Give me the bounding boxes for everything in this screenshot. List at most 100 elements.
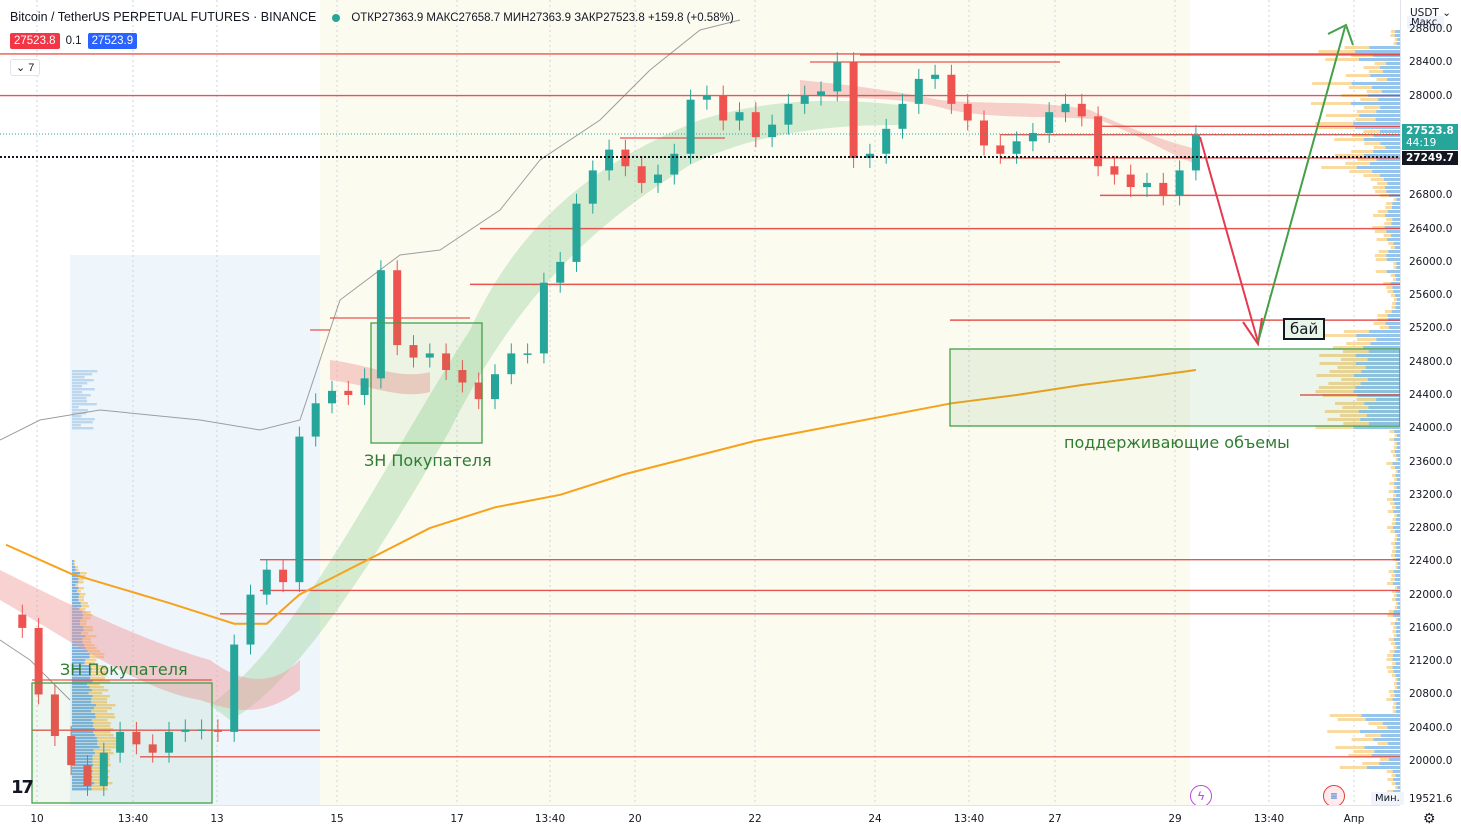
support-volumes-box[interactable]: [949, 348, 1401, 427]
volume-bar: [1373, 134, 1400, 137]
volume-bar: [1372, 186, 1385, 189]
volume-bar: [1396, 514, 1400, 517]
session-volume-bar: [80, 572, 87, 575]
candle-body: [735, 112, 744, 121]
price-tick: 24400.0: [1409, 389, 1453, 401]
market-status-icon: [331, 13, 340, 22]
candle-body: [914, 78, 923, 104]
volume-bar: [1392, 666, 1400, 669]
volume-bar: [1396, 278, 1400, 281]
price-axis[interactable]: Макс. 28800.028400.028000.027600.027200.…: [1371, 0, 1461, 805]
candle-body: [34, 627, 43, 695]
volume-bar: [1392, 770, 1400, 773]
session-volume-bar: [72, 680, 93, 683]
price-tick: 25200.0: [1409, 322, 1453, 335]
volume-bar: [1391, 234, 1400, 237]
volume-bar: [1312, 82, 1352, 85]
session-volume-bar: [72, 370, 98, 373]
candle-body: [1094, 116, 1103, 167]
tradingview-logo[interactable]: 17: [11, 777, 34, 798]
green-ribbon: [210, 100, 900, 720]
volume-bar: [1396, 538, 1400, 541]
volume-bar: [1348, 86, 1372, 89]
forecast-down-arrow[interactable]: [1199, 136, 1259, 343]
volume-bar: [1377, 182, 1388, 185]
volume-bar: [1375, 118, 1400, 121]
buyer-zone-1-box[interactable]: [31, 682, 213, 804]
volume-bar: [1378, 98, 1400, 101]
candle-body: [393, 270, 402, 346]
time-tick: 13:40: [534, 813, 566, 825]
last-price-tag: 27523.8 44:19: [1402, 124, 1458, 150]
volume-bar: [1379, 66, 1400, 69]
session-volume-bar: [84, 662, 95, 665]
candle-body: [491, 374, 499, 400]
volume-bar: [1356, 334, 1400, 337]
volume-bar: [1393, 570, 1400, 573]
time-axis[interactable]: 10 13:40 13 15 17 13:40 20 22 24 13:40 27 29 13:40 Ап…: [0, 805, 1400, 834]
forecast-up-arrow[interactable]: [1257, 26, 1346, 343]
buy-button[interactable]: 27523.9: [87, 33, 138, 49]
volume-bar: [1394, 514, 1397, 517]
volume-bar: [1360, 98, 1379, 101]
volume-bar: [1351, 102, 1400, 105]
session-volume-bar: [72, 641, 83, 644]
volume-bar: [1388, 250, 1400, 253]
indicators-toggle[interactable]: ⌄ 7: [10, 59, 41, 76]
volume-bar: [1360, 418, 1400, 421]
volume-bar: [1393, 610, 1400, 613]
time-tick: 27: [1048, 813, 1062, 825]
buy-label[interactable]: бай: [1283, 318, 1326, 340]
chart-canvas[interactable]: Bitcoin / TetherUS PERPETUAL FUTURES · B…: [0, 0, 1401, 807]
session-volume-bar: [72, 758, 93, 761]
volume-bar: [1379, 326, 1389, 329]
session-volume-bar: [72, 427, 94, 430]
volume-bar: [1393, 262, 1397, 265]
session-volume-bar: [72, 746, 100, 749]
lightning-icon[interactable]: ϟ: [1190, 785, 1212, 807]
session-volume-bar: [87, 683, 100, 686]
volume-bar: [1387, 726, 1400, 729]
session-volume-bar: [79, 623, 87, 626]
volume-bar: [1395, 574, 1400, 577]
volume-bar: [1396, 626, 1400, 629]
price-tick: 23200.0: [1409, 488, 1453, 501]
volume-bar: [1376, 238, 1388, 241]
candle-body: [963, 103, 972, 121]
currency-dropdown[interactable]: USDT ⌄: [1410, 7, 1451, 19]
price-chart[interactable]: [0, 0, 1401, 805]
session-volume-bar: [72, 701, 92, 704]
candle-body: [849, 62, 858, 158]
candle-body: [588, 170, 597, 204]
candle-body: [980, 120, 988, 146]
us-flag-icon[interactable]: ≡: [1323, 785, 1345, 807]
volume-bar: [1357, 158, 1377, 161]
volume-bar: [1393, 682, 1397, 685]
volume-bar: [1396, 446, 1400, 449]
buyer-zone-2-box[interactable]: [370, 322, 483, 444]
session-volume-bar: [72, 740, 98, 743]
volume-bar: [1315, 390, 1354, 393]
volume-bar: [1395, 706, 1400, 709]
candle-body: [376, 270, 385, 379]
volume-bar: [1393, 778, 1400, 781]
volume-bar: [1387, 290, 1394, 293]
candle-body: [996, 145, 1005, 154]
candle-body: [18, 614, 27, 628]
session-volume-bar: [82, 611, 91, 614]
volume-bar: [1364, 142, 1381, 145]
volume-bar: [1379, 762, 1400, 765]
symbol-legend[interactable]: Bitcoin / TetherUS PERPETUAL FUTURES · B…: [10, 10, 734, 24]
sell-button[interactable]: 27523.8: [10, 33, 60, 49]
candle-body: [311, 403, 320, 437]
session-volume-bar: [91, 779, 108, 782]
volume-bar: [1395, 642, 1400, 645]
volume-bar: [1391, 222, 1400, 225]
volume-bar: [1320, 334, 1357, 337]
volume-bar: [1394, 430, 1400, 433]
volume-bar: [1394, 538, 1397, 541]
volume-bar: [1325, 114, 1360, 117]
gear-icon[interactable]: ⚙: [1423, 810, 1436, 826]
volume-bar: [1390, 246, 1395, 249]
volume-bar: [1389, 430, 1395, 433]
